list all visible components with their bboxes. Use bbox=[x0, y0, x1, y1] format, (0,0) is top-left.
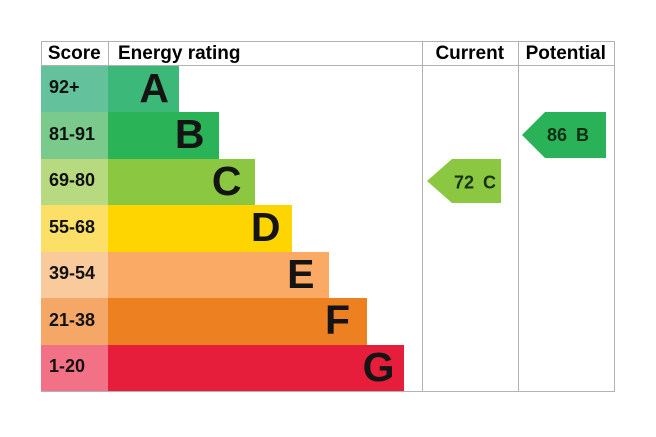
svg-text:72 C: 72 C bbox=[454, 173, 496, 193]
svg-text:86 B: 86 B bbox=[546, 125, 588, 145]
